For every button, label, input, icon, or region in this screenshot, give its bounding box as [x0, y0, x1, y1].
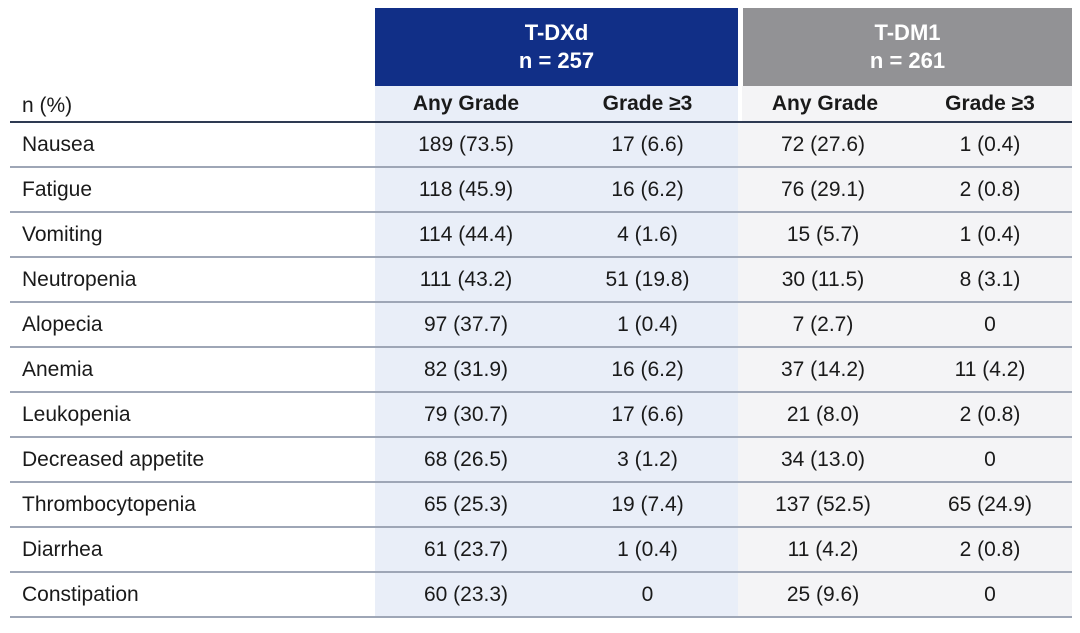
tdm1-grade3-value: 0 — [908, 573, 1072, 616]
tdm1-any-grade-value: 25 (9.6) — [738, 573, 908, 616]
tdm1-grade3-value: 65 (24.9) — [908, 483, 1072, 526]
tdxd-any-grade-value: 61 (23.7) — [375, 528, 557, 571]
tdxd-any-grade-value: 189 (73.5) — [375, 123, 557, 166]
ae-label: Diarrhea — [10, 528, 375, 571]
table-row-constipation: Constipation 60 (23.3) 0 25 (9.6) 0 — [10, 573, 1072, 618]
tdm1-grade3-value: 2 (0.8) — [908, 393, 1072, 436]
tdm1-any-grade-value: 37 (14.2) — [738, 348, 908, 391]
tdxd-grade3-value: 17 (6.6) — [557, 123, 738, 166]
ae-label: Alopecia — [10, 303, 375, 346]
tdm1-any-grade-value: 15 (5.7) — [738, 213, 908, 256]
tdm1-grade3-value: 2 (0.8) — [908, 528, 1072, 571]
tdxd-grade3-value: 4 (1.6) — [557, 213, 738, 256]
tdxd-any-grade-value: 97 (37.7) — [375, 303, 557, 346]
table-row-alopecia: Alopecia 97 (37.7) 1 (0.4) 7 (2.7) 0 — [10, 303, 1072, 348]
tdxd-any-grade-value: 65 (25.3) — [375, 483, 557, 526]
tdxd-any-grade-value: 114 (44.4) — [375, 213, 557, 256]
tdm1-any-grade-value: 7 (2.7) — [738, 303, 908, 346]
tdm1-any-grade-value: 137 (52.5) — [738, 483, 908, 526]
col-header-tdxd-any-grade: Any Grade — [375, 86, 557, 121]
header-spacer — [10, 8, 375, 86]
group-n-tdm1: n = 261 — [869, 48, 946, 73]
corner-label: n (%) — [10, 86, 375, 121]
tdxd-any-grade-value: 82 (31.9) — [375, 348, 557, 391]
ae-label: Thrombocytopenia — [10, 483, 375, 526]
tdxd-grade3-value: 16 (6.2) — [557, 348, 738, 391]
tdm1-grade3-value: 0 — [908, 438, 1072, 481]
tdm1-grade3-value: 11 (4.2) — [908, 348, 1072, 391]
group-name-tdxd: T-DXd — [524, 20, 589, 45]
tdxd-grade3-value: 16 (6.2) — [557, 168, 738, 211]
tdm1-grade3-value: 8 (3.1) — [908, 258, 1072, 301]
ae-label: Neutropenia — [10, 258, 375, 301]
col-header-tdm1-any-grade: Any Grade — [738, 86, 908, 121]
tdm1-any-grade-value: 30 (11.5) — [738, 258, 908, 301]
table-row-nausea: Nausea 189 (73.5) 17 (6.6) 72 (27.6) 1 (… — [10, 123, 1072, 168]
ae-label: Decreased appetite — [10, 438, 375, 481]
tdxd-any-grade-value: 60 (23.3) — [375, 573, 557, 616]
tdxd-grade3-value: 0 — [557, 573, 738, 616]
table-row-decreased-appetite: Decreased appetite 68 (26.5) 3 (1.2) 34 … — [10, 438, 1072, 483]
table-row-leukopenia: Leukopenia 79 (30.7) 17 (6.6) 21 (8.0) 2… — [10, 393, 1072, 438]
tdm1-any-grade-value: 72 (27.6) — [738, 123, 908, 166]
tdxd-any-grade-value: 79 (30.7) — [375, 393, 557, 436]
col-header-tdxd-grade3: Grade ≥3 — [557, 86, 738, 121]
ae-label: Constipation — [10, 573, 375, 616]
ae-label: Nausea — [10, 123, 375, 166]
column-header-row: n (%) Any Grade Grade ≥3 Any Grade Grade… — [10, 86, 1072, 123]
ae-label: Anemia — [10, 348, 375, 391]
group-header-row: T-DXd n = 257 T-DM1 n = 261 — [10, 8, 1072, 86]
group-header-tdxd: T-DXd n = 257 — [375, 8, 738, 86]
adverse-events-table: T-DXd n = 257 T-DM1 n = 261 n (%) Any Gr… — [10, 8, 1072, 618]
tdm1-any-grade-value: 21 (8.0) — [738, 393, 908, 436]
tdxd-grade3-value: 1 (0.4) — [557, 303, 738, 346]
tdm1-any-grade-value: 11 (4.2) — [738, 528, 908, 571]
table-row-diarrhea: Diarrhea 61 (23.7) 1 (0.4) 11 (4.2) 2 (0… — [10, 528, 1072, 573]
tdm1-grade3-value: 0 — [908, 303, 1072, 346]
table-row-neutropenia: Neutropenia 111 (43.2) 51 (19.8) 30 (11.… — [10, 258, 1072, 303]
tdxd-grade3-value: 1 (0.4) — [557, 528, 738, 571]
ae-label: Leukopenia — [10, 393, 375, 436]
tdxd-grade3-value: 19 (7.4) — [557, 483, 738, 526]
tdxd-any-grade-value: 68 (26.5) — [375, 438, 557, 481]
tdm1-grade3-value: 1 (0.4) — [908, 123, 1072, 166]
table-row-fatigue: Fatigue 118 (45.9) 16 (6.2) 76 (29.1) 2 … — [10, 168, 1072, 213]
tdm1-any-grade-value: 34 (13.0) — [738, 438, 908, 481]
tdm1-any-grade-value: 76 (29.1) — [738, 168, 908, 211]
ae-label: Fatigue — [10, 168, 375, 211]
table-row-vomiting: Vomiting 114 (44.4) 4 (1.6) 15 (5.7) 1 (… — [10, 213, 1072, 258]
group-name-tdm1: T-DM1 — [874, 20, 941, 45]
tdxd-grade3-value: 17 (6.6) — [557, 393, 738, 436]
table-row-anemia: Anemia 82 (31.9) 16 (6.2) 37 (14.2) 11 (… — [10, 348, 1072, 393]
tdxd-any-grade-value: 111 (43.2) — [375, 258, 557, 301]
table-row-thrombocytopenia: Thrombocytopenia 65 (25.3) 19 (7.4) 137 … — [10, 483, 1072, 528]
ae-label: Vomiting — [10, 213, 375, 256]
tdm1-grade3-value: 2 (0.8) — [908, 168, 1072, 211]
tdm1-grade3-value: 1 (0.4) — [908, 213, 1072, 256]
tdxd-grade3-value: 51 (19.8) — [557, 258, 738, 301]
group-n-tdxd: n = 257 — [518, 48, 595, 73]
tdxd-grade3-value: 3 (1.2) — [557, 438, 738, 481]
col-header-tdm1-grade3: Grade ≥3 — [908, 86, 1072, 121]
group-header-tdm1: T-DM1 n = 261 — [738, 8, 1072, 86]
tdxd-any-grade-value: 118 (45.9) — [375, 168, 557, 211]
